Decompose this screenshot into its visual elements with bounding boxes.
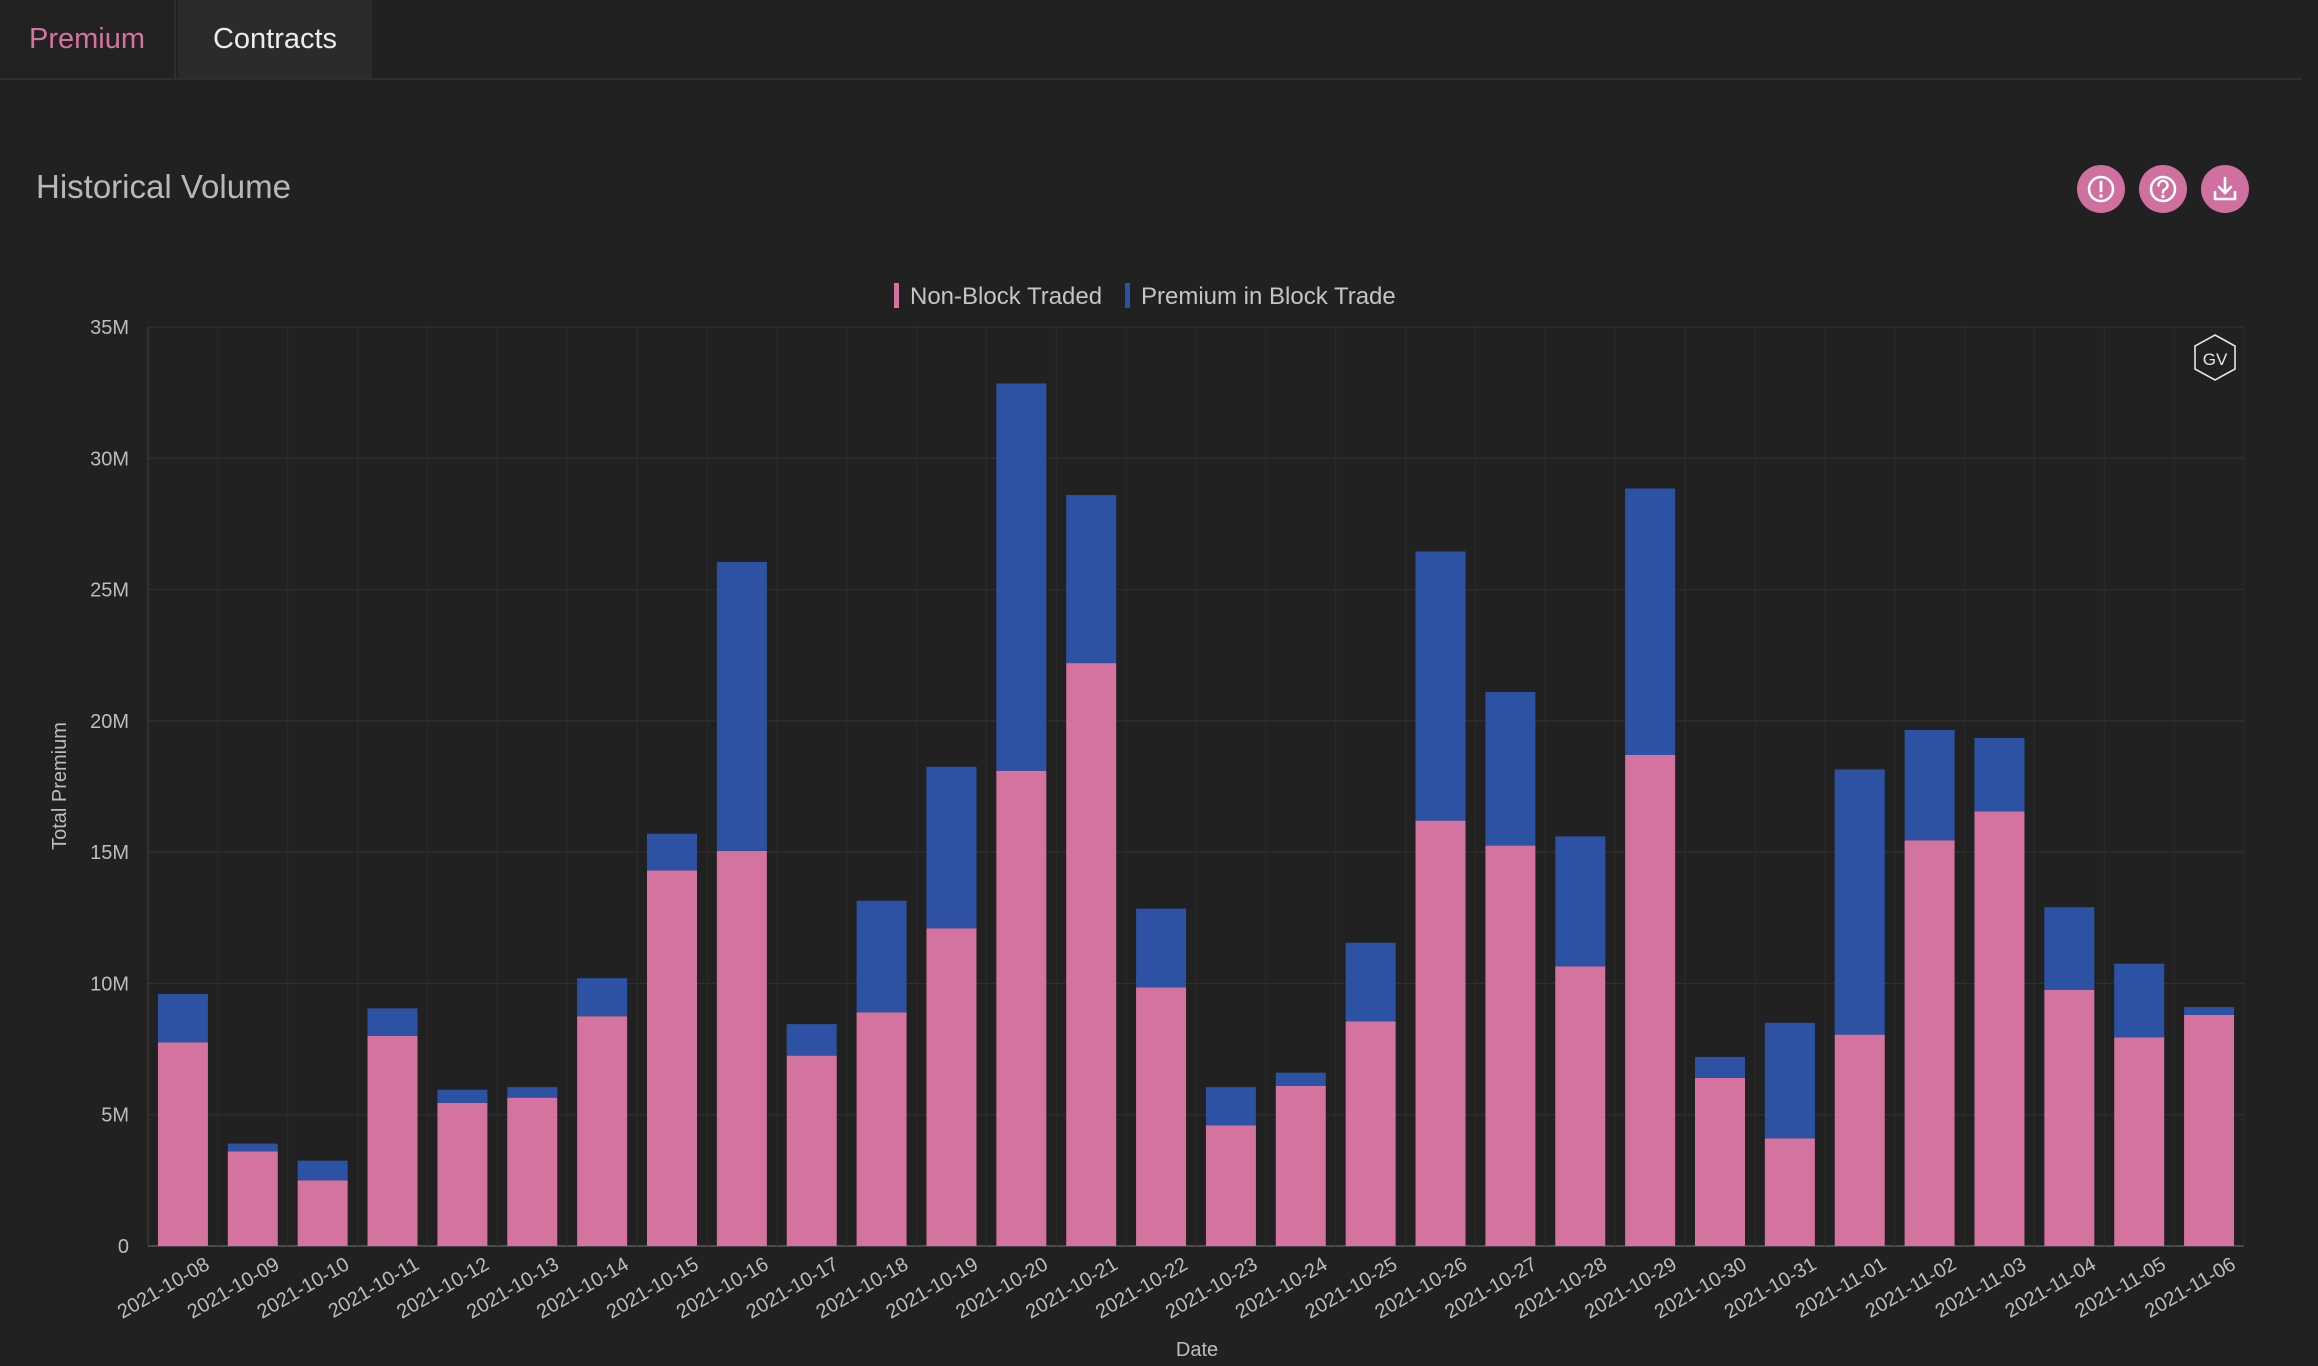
bar-non-block[interactable] (1066, 663, 1117, 1246)
tab-bar: Premium Contracts (0, 0, 2302, 80)
bar-non-block[interactable] (647, 870, 697, 1246)
bar-non-block[interactable] (716, 850, 767, 1246)
bar-non-block[interactable] (786, 1055, 837, 1246)
bar-non-block[interactable] (996, 770, 1047, 1246)
y-tick-label: 25M (90, 580, 129, 602)
bar-non-block[interactable] (1974, 811, 2025, 1246)
bar-non-block[interactable] (2114, 1037, 2165, 1246)
bar-block[interactable] (577, 978, 628, 1017)
bar-non-block[interactable] (157, 1042, 208, 1246)
alert-button[interactable] (2077, 165, 2125, 213)
bar-non-block[interactable] (1205, 1125, 1256, 1246)
bar-block[interactable] (647, 833, 697, 871)
download-button[interactable] (2201, 165, 2249, 213)
y-tick-label: 0 (118, 1236, 129, 1258)
tab-contracts[interactable]: Contracts (178, 0, 372, 78)
bar-block[interactable] (2184, 1007, 2235, 1015)
legend-swatch-non-block (894, 283, 899, 308)
bar-block[interactable] (227, 1143, 278, 1152)
grid (147, 326, 2245, 1247)
bar-non-block[interactable] (507, 1097, 558, 1246)
bar-non-block[interactable] (1415, 820, 1466, 1246)
bar-block[interactable] (1625, 488, 1676, 755)
bar-non-block[interactable] (856, 1012, 907, 1246)
bar-block[interactable] (1485, 691, 1536, 846)
bar-non-block[interactable] (1695, 1077, 1745, 1246)
bar-non-block[interactable] (2044, 989, 2095, 1246)
bar-block[interactable] (856, 900, 907, 1013)
y-axis-label: Total Premium (49, 722, 71, 850)
help-button[interactable] (2139, 165, 2187, 213)
bar-block[interactable] (507, 1087, 558, 1098)
bar-block[interactable] (437, 1089, 488, 1103)
bar-non-block[interactable] (1136, 987, 1187, 1246)
bar-block[interactable] (367, 1008, 418, 1036)
bar-block[interactable] (1695, 1056, 1745, 1078)
bar-block[interactable] (1345, 942, 1396, 1022)
help-icon (2149, 175, 2177, 203)
bars (157, 383, 2235, 1246)
bar-block[interactable] (1834, 769, 1885, 1035)
bar-block[interactable] (716, 562, 767, 851)
legend-label-non-block: Non-Block Traded (910, 283, 1102, 310)
bar-non-block[interactable] (367, 1035, 418, 1246)
bar-non-block[interactable] (227, 1151, 278, 1246)
bar-block[interactable] (1415, 551, 1466, 821)
x-axis-label: Date (1176, 1339, 1218, 1361)
bar-block[interactable] (1066, 495, 1117, 664)
bar-non-block[interactable] (1764, 1138, 1815, 1246)
bar-chart: Total Premium Date 0 5M 10M 15M 20M 25M 30M 35M… (49, 283, 2245, 1361)
bar-block[interactable] (297, 1160, 348, 1181)
bar-block[interactable] (2044, 907, 2095, 990)
bar-non-block[interactable] (1625, 754, 1676, 1246)
bar-block[interactable] (2114, 963, 2165, 1038)
y-tick-label: 30M (90, 448, 129, 470)
bar-non-block[interactable] (1834, 1034, 1885, 1246)
bar-block[interactable] (926, 766, 977, 929)
bar-non-block[interactable] (2184, 1014, 2235, 1246)
bar-block[interactable] (1275, 1072, 1326, 1086)
bar-non-block[interactable] (926, 928, 977, 1246)
bar-non-block[interactable] (1904, 840, 1955, 1246)
bar-block[interactable] (996, 383, 1047, 771)
bar-block[interactable] (157, 993, 208, 1043)
bar-non-block[interactable] (577, 1016, 628, 1246)
bar-non-block[interactable] (1555, 966, 1606, 1246)
y-tick-label: 5M (101, 1105, 129, 1127)
y-tick-label: 35M (90, 317, 129, 339)
legend-swatch-block (1125, 283, 1130, 308)
bar-block[interactable] (1904, 730, 1955, 841)
bar-non-block[interactable] (437, 1102, 488, 1246)
download-icon (2213, 176, 2237, 201)
bar-block[interactable] (1555, 836, 1606, 967)
y-tick-label: 15M (90, 842, 129, 864)
watermark-text: GV (2203, 350, 2228, 369)
bar-block[interactable] (1974, 737, 2025, 812)
y-tick-label: 10M (90, 973, 129, 995)
legend-label-block: Premium in Block Trade (1141, 283, 1396, 310)
bar-block[interactable] (1205, 1087, 1256, 1126)
bar-block[interactable] (1136, 908, 1187, 988)
bar-non-block[interactable] (1485, 845, 1536, 1246)
bar-block[interactable] (1764, 1022, 1815, 1139)
y-tick-label: 20M (90, 711, 129, 733)
alert-icon (2087, 175, 2115, 203)
bar-non-block[interactable] (1275, 1085, 1326, 1246)
tab-premium[interactable]: Premium (0, 0, 176, 78)
bar-non-block[interactable] (1345, 1021, 1396, 1246)
page-title: Historical Volume (36, 168, 291, 205)
legend: Non-Block Traded Premium in Block Trade (894, 283, 1396, 310)
gv-watermark: GV (2194, 334, 2236, 381)
bar-non-block[interactable] (297, 1180, 348, 1246)
bar-block[interactable] (786, 1024, 837, 1056)
